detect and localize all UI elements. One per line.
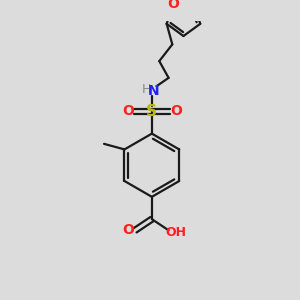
Text: O: O (122, 104, 134, 118)
Text: OH: OH (166, 226, 187, 238)
Text: O: O (170, 104, 182, 118)
Text: O: O (123, 223, 135, 237)
Text: S: S (146, 104, 158, 119)
Text: O: O (167, 0, 179, 11)
Text: N: N (148, 84, 160, 98)
Text: H: H (142, 82, 151, 95)
